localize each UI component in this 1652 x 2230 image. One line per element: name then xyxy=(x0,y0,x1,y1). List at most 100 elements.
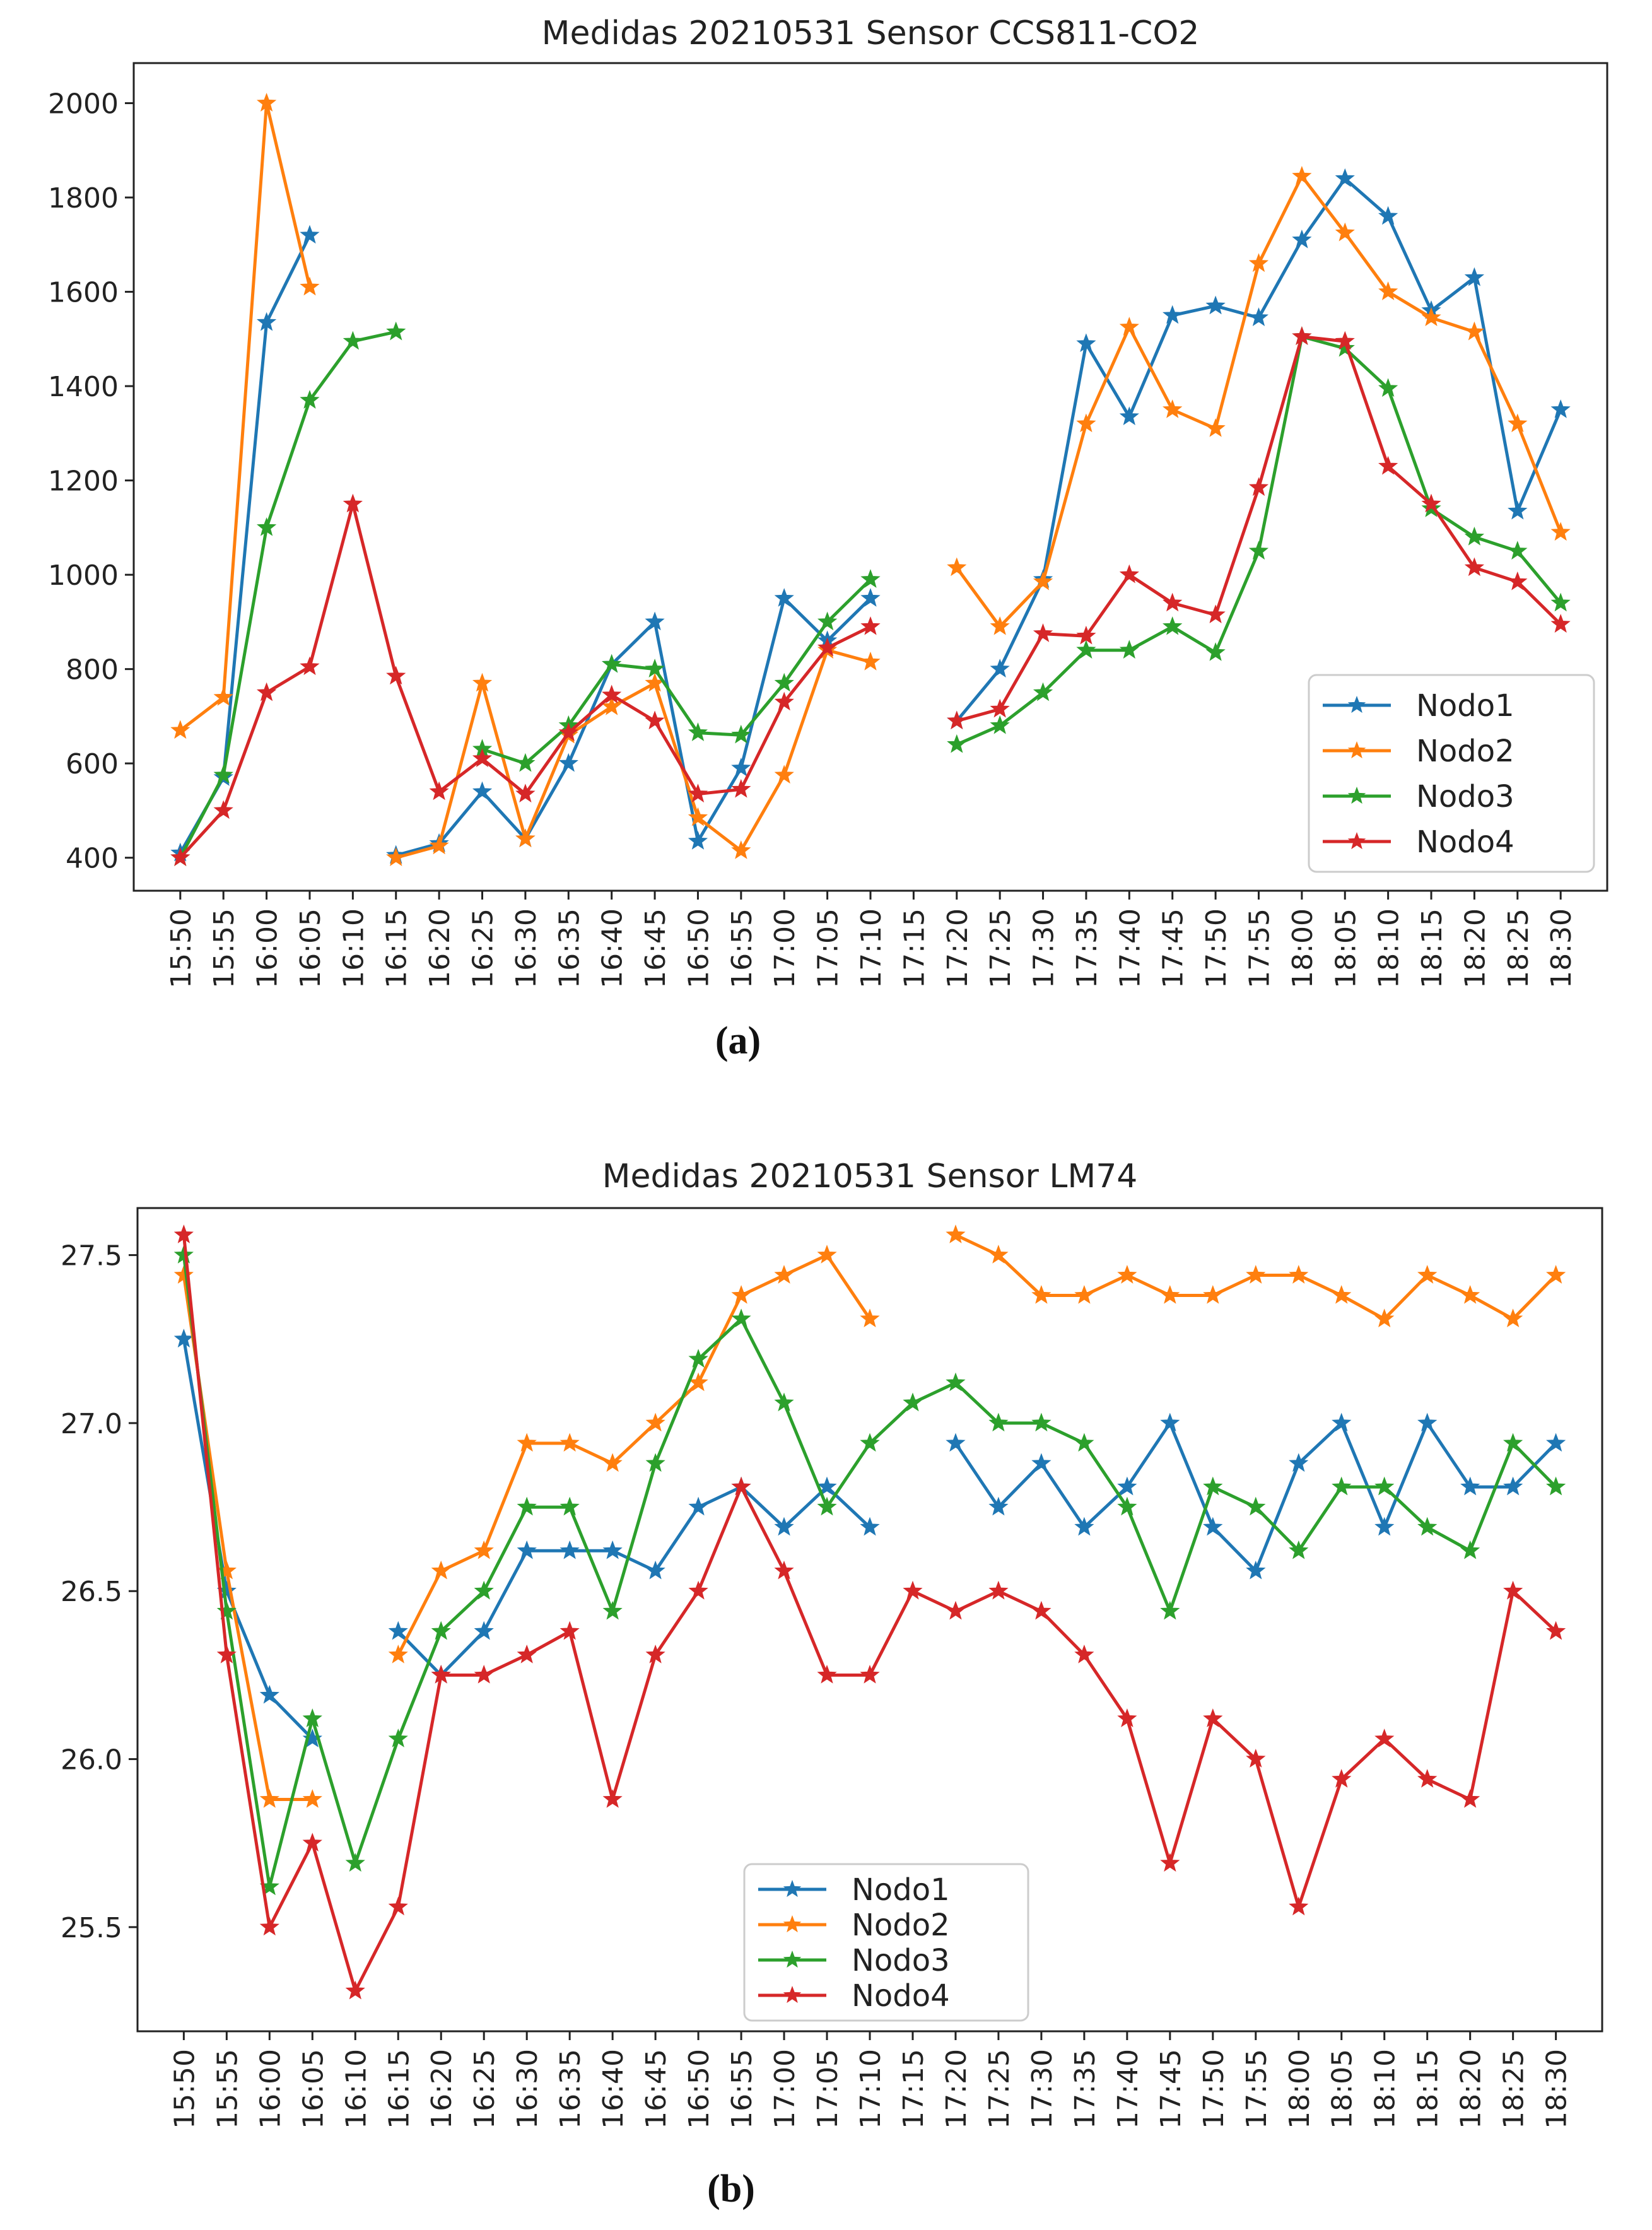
data-point xyxy=(602,1453,623,1472)
data-point xyxy=(386,666,406,685)
data-point xyxy=(1074,1285,1094,1304)
data-point xyxy=(1335,337,1355,357)
data-point xyxy=(1074,1517,1094,1536)
data-point xyxy=(1117,1496,1137,1516)
data-point xyxy=(1031,1285,1052,1304)
data-point xyxy=(1417,1412,1438,1432)
y-tick-label: 27.5 xyxy=(61,1240,122,1272)
data-point xyxy=(1203,1285,1223,1304)
data-point xyxy=(1119,640,1139,659)
data-point xyxy=(1163,616,1183,635)
data-point xyxy=(688,1496,708,1516)
x-tick-label: 17:20 xyxy=(940,2049,973,2129)
data-point xyxy=(1464,557,1485,577)
data-point xyxy=(1289,1453,1309,1472)
data-point xyxy=(1550,592,1571,612)
data-point xyxy=(472,748,493,767)
data-point xyxy=(860,588,881,607)
x-tick-label: 17:10 xyxy=(855,908,888,989)
data-point xyxy=(256,517,277,536)
data-point xyxy=(860,651,881,671)
data-point xyxy=(1076,413,1096,433)
data-point xyxy=(1117,1476,1137,1496)
x-tick-label: 17:15 xyxy=(898,2049,930,2129)
data-point xyxy=(1460,1476,1480,1496)
data-point xyxy=(173,1265,194,1284)
data-point xyxy=(345,1980,365,2000)
data-point xyxy=(173,1224,194,1243)
legend-marker xyxy=(783,1951,802,1968)
x-tick-label: 18:10 xyxy=(1369,2049,1402,2129)
series-nodo4 xyxy=(170,326,1571,866)
series-nodo3 xyxy=(173,1245,1566,1896)
data-point xyxy=(515,783,536,803)
x-tick-label: 18:15 xyxy=(1416,908,1448,989)
data-point xyxy=(1076,625,1096,645)
data-point xyxy=(1160,1600,1180,1620)
x-tick-label: 16:30 xyxy=(510,908,542,989)
chart-a: Medidas 20210531 Sensor CCS811-CO2 400 600… xyxy=(48,15,1608,1062)
data-point xyxy=(1117,1265,1137,1284)
data-point xyxy=(300,656,320,676)
data-point xyxy=(860,1433,880,1452)
data-point xyxy=(988,1580,1009,1600)
data-point xyxy=(1033,571,1053,590)
x-tick-label: 17:10 xyxy=(855,2049,887,2129)
data-point xyxy=(1031,1453,1052,1472)
legend-item-nodo2: Nodo2 xyxy=(758,1908,950,1943)
data-point xyxy=(1332,1769,1352,1788)
data-point xyxy=(946,1224,966,1243)
data-point xyxy=(1203,1708,1223,1727)
data-point xyxy=(774,672,794,692)
chart-b: Medidas 20210531 Sensor LM74 25.5 26.0 26.5… xyxy=(61,1158,1603,2210)
data-point xyxy=(774,1265,794,1284)
data-point xyxy=(1031,1600,1052,1620)
data-point xyxy=(990,715,1010,734)
data-point xyxy=(1550,522,1571,541)
data-point xyxy=(774,1392,794,1412)
series-line xyxy=(182,1255,1557,1889)
x-tick-label: 17:05 xyxy=(812,908,845,989)
x-tick-label: 16:35 xyxy=(554,2049,587,2129)
data-point xyxy=(1203,1517,1223,1536)
data-point xyxy=(559,1433,580,1452)
data-point xyxy=(472,672,493,692)
data-point xyxy=(1378,378,1398,397)
data-point xyxy=(1117,1708,1137,1727)
x-tick-label: 17:05 xyxy=(812,2049,844,2129)
data-point xyxy=(1374,1728,1395,1747)
chart-title: Medidas 20210531 Sensor CCS811-CO2 xyxy=(542,15,1200,52)
data-point xyxy=(1163,399,1183,418)
data-point xyxy=(774,1560,794,1580)
data-point xyxy=(1417,1517,1438,1536)
y-tick-label: 26.0 xyxy=(61,1744,122,1776)
legend-marker xyxy=(1347,741,1366,759)
data-point xyxy=(302,1708,322,1727)
legend-label: Nodo3 xyxy=(1416,779,1514,814)
data-point xyxy=(731,778,751,798)
data-point xyxy=(1205,295,1226,315)
data-point xyxy=(774,588,794,607)
data-point xyxy=(1464,321,1485,341)
data-point xyxy=(817,637,838,657)
data-point xyxy=(1417,1769,1438,1788)
data-point xyxy=(1160,1412,1180,1432)
data-point xyxy=(688,722,708,741)
series-nodo2 xyxy=(173,1224,1566,1808)
data-point xyxy=(988,1496,1009,1516)
x-tick-label: 16:40 xyxy=(597,2049,630,2129)
x-tick-label: 17:35 xyxy=(1069,2049,1101,2129)
data-point xyxy=(1248,477,1269,496)
data-point xyxy=(990,616,1010,635)
data-point xyxy=(1205,418,1226,437)
x-tick-label: 16:25 xyxy=(467,908,500,989)
x-tick-label: 16:00 xyxy=(254,2049,286,2129)
data-point xyxy=(559,1540,580,1559)
data-point xyxy=(300,390,320,409)
data-point xyxy=(1374,1308,1395,1328)
data-point xyxy=(1378,455,1398,475)
data-point xyxy=(1546,1265,1566,1284)
x-tick-label: 17:00 xyxy=(769,2049,801,2129)
data-point xyxy=(517,1644,537,1664)
panel-label: (b) xyxy=(707,2168,755,2210)
